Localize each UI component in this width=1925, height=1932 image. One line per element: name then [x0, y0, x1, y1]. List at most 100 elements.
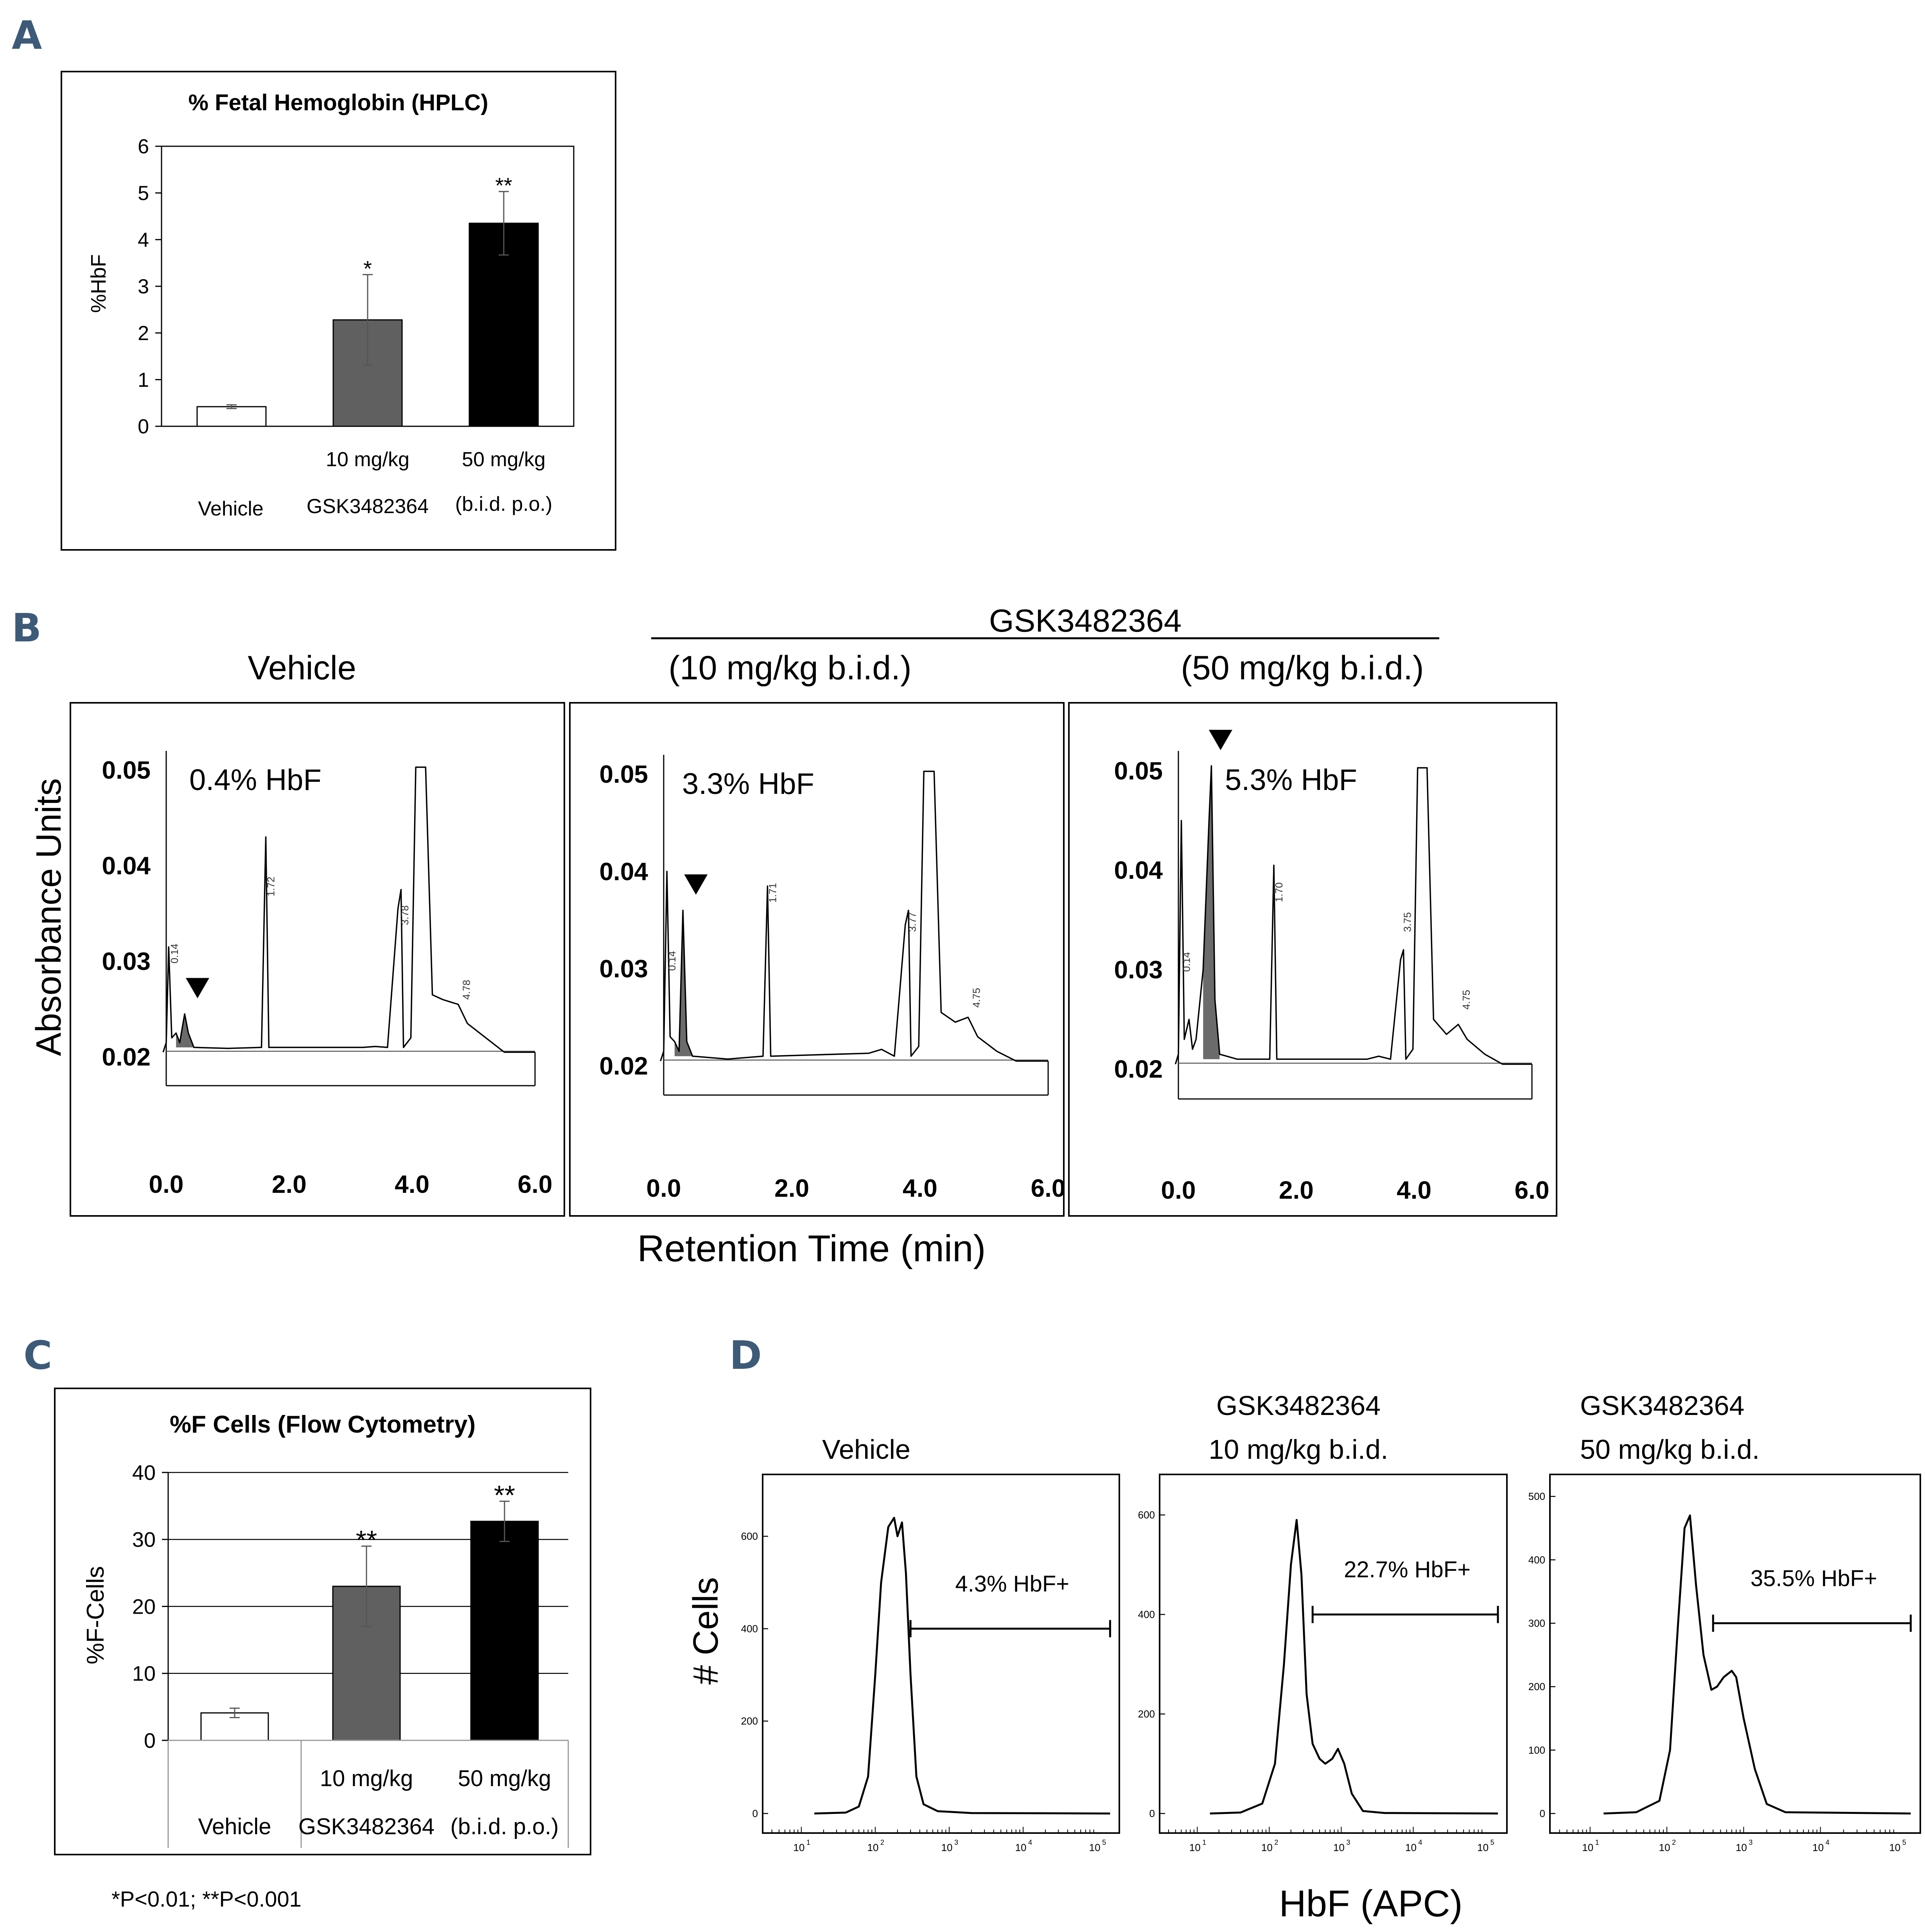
peak-value-label: 1.70: [1273, 882, 1285, 902]
histogram-title-line: Vehicle: [822, 1434, 910, 1465]
x-tick-label-base: 10: [1405, 1842, 1417, 1853]
chromatogram-1: 0.02 0.03 0.04 0.05 0.0 2.0 4.0 6.0 0.14 1.72 3.78…: [70, 702, 565, 1217]
y-tick-label: 3: [138, 275, 149, 298]
chromatogram-frame: [1068, 702, 1557, 1217]
significance-marker: *: [363, 256, 372, 281]
y-tick-label: 40: [132, 1461, 156, 1485]
panel-b-subplots: 0.02 0.03 0.04 0.05 0.0 2.0 4.0 6.0 0.14 1.72 3.78…: [70, 702, 1557, 1217]
hbf-peak-arrow: [186, 978, 210, 998]
y-tick-label: 0.03: [102, 947, 151, 975]
panel-label-b: B: [12, 605, 41, 651]
y-tick-label: 400: [741, 1623, 758, 1634]
y-tick-label: 0.03: [1114, 955, 1163, 984]
hbf-peak-arrow: [684, 874, 708, 895]
x-tick-label: 2.0: [1279, 1176, 1314, 1204]
x-tick-label-base: 10: [1477, 1842, 1489, 1853]
y-tick-label: 0.05: [102, 756, 151, 784]
x-tick-label-exponent: 4: [1028, 1839, 1032, 1846]
x-tick-label-base: 10: [1261, 1842, 1273, 1853]
y-tick-label: 0.04: [102, 851, 151, 880]
bar-3: [470, 1521, 539, 1741]
x-tick-label-base: 10: [1015, 1842, 1027, 1853]
x-tick-label-exponent: 2: [1672, 1839, 1676, 1846]
y-tick-label: 300: [1528, 1618, 1545, 1629]
histogram-curve: [1604, 1514, 1911, 1815]
x-tick-label-base: 10: [867, 1842, 878, 1853]
peak-value-label: 3.75: [1402, 912, 1413, 932]
chromatogram-3: 0.02 0.03 0.04 0.05 0.0 2.0 4.0 6.0 0.14 1.70 3.75…: [1068, 702, 1557, 1217]
category-label: 50 mg/kg: [462, 448, 546, 471]
y-tick-label: 0: [144, 1729, 156, 1752]
panel-a-marks: ***: [196, 173, 539, 427]
significance-marker: **: [356, 1525, 377, 1555]
panel-b-y-axis-label: Absorbance Units: [29, 778, 68, 1056]
peak-value-label: 0.14: [666, 951, 678, 971]
y-tick-label: 30: [132, 1528, 156, 1551]
hbf-percentage-annotation: 5.3% HbF: [1225, 763, 1357, 797]
y-tick-label: 0.02: [102, 1043, 151, 1071]
x-tick-label-base: 10: [1889, 1842, 1900, 1853]
panel-c-frame: [54, 1388, 591, 1855]
panel-label-a: A: [12, 13, 42, 58]
x-tick-label-base: 10: [1736, 1842, 1747, 1853]
x-tick-label-exponent: 2: [1274, 1839, 1278, 1846]
x-tick-label-exponent: 1: [806, 1839, 810, 1846]
x-tick-label-exponent: 4: [1418, 1839, 1422, 1846]
panel-label-c: C: [23, 1332, 52, 1378]
x-tick-label: 4.0: [903, 1174, 937, 1202]
hbf-peak-shading: [674, 910, 693, 1056]
y-tick-label: 0: [138, 415, 149, 438]
x-tick-label-base: 10: [1333, 1842, 1345, 1853]
peak-value-label: 4.75: [1460, 990, 1472, 1010]
y-tick-label: 600: [1138, 1509, 1155, 1521]
x-tick-label-exponent: 5: [1490, 1839, 1494, 1846]
chromatogram-trace: [660, 770, 1048, 1062]
peak-value-label: 3.78: [399, 905, 411, 925]
x-tick-label-base: 10: [1582, 1842, 1593, 1853]
panel-a-y-ticks: 0 1 2 3 4 5 6: [138, 135, 162, 438]
category-label: 10 mg/kg: [320, 1766, 413, 1791]
histogram-frame: [1549, 1474, 1921, 1834]
x-tick-label: 0.0: [149, 1170, 184, 1198]
y-tick-label: 0.05: [599, 760, 648, 788]
x-tick-label: 6.0: [518, 1170, 553, 1198]
panel-c-dosing-label: (b.i.d. p.o.): [450, 1814, 558, 1839]
panel-c-y-axis-label: %F-Cells: [82, 1566, 109, 1664]
panel-label-d: D: [729, 1332, 762, 1378]
y-tick-label: 4: [138, 229, 149, 251]
y-tick-label: 0.03: [599, 955, 648, 983]
peak-value-label: 1.71: [767, 883, 778, 903]
significance-marker: **: [494, 1480, 515, 1510]
panel-b-chromatograms: GSK3482364 Vehicle (10 mg/kg b.i.d.) (50…: [29, 603, 1557, 1269]
y-tick-label: 400: [1138, 1609, 1155, 1620]
x-tick-label: 2.0: [774, 1174, 809, 1202]
panel-c-category-labels: 10 mg/kg 50 mg/kg: [320, 1766, 551, 1791]
x-tick-label: 4.0: [395, 1170, 429, 1198]
panel-c-vehicle-label: Vehicle: [198, 1814, 271, 1839]
panel-c-marks: ** **: [200, 1480, 539, 1741]
x-tick-label-exponent: 3: [1346, 1839, 1350, 1846]
chromatogram-2: 0.02 0.03 0.04 0.05 0.0 2.0 4.0 6.0 0.14 1.71 3.77…: [569, 702, 1066, 1217]
y-tick-label: 10: [132, 1662, 156, 1686]
peak-value-label: 4.78: [460, 980, 472, 1000]
gate-percentage-label: 22.7% HbF+: [1344, 1557, 1471, 1582]
y-tick-label: 20: [132, 1595, 156, 1618]
x-tick-label-exponent: 5: [1902, 1839, 1906, 1846]
x-tick-label: 6.0: [1031, 1174, 1066, 1202]
panel-a-category-labels: 10 mg/kg 50 mg/kg: [326, 448, 546, 471]
x-tick-label: 0.0: [1161, 1176, 1196, 1204]
x-tick-label-exponent: 3: [1749, 1839, 1753, 1846]
x-tick-label-exponent: 2: [880, 1839, 884, 1846]
chromatogram-trace: [1174, 765, 1532, 1065]
panel-c-title: %F Cells (Flow Cytometry): [170, 1411, 476, 1438]
panel-b-title-vehicle: Vehicle: [248, 649, 356, 687]
x-tick-label: 6.0: [1515, 1176, 1550, 1204]
x-tick-label-base: 10: [941, 1842, 953, 1853]
panel-b-drug-header: GSK3482364: [989, 603, 1182, 639]
y-tick-label: 0: [1540, 1808, 1545, 1819]
significance-marker: **: [495, 173, 512, 198]
